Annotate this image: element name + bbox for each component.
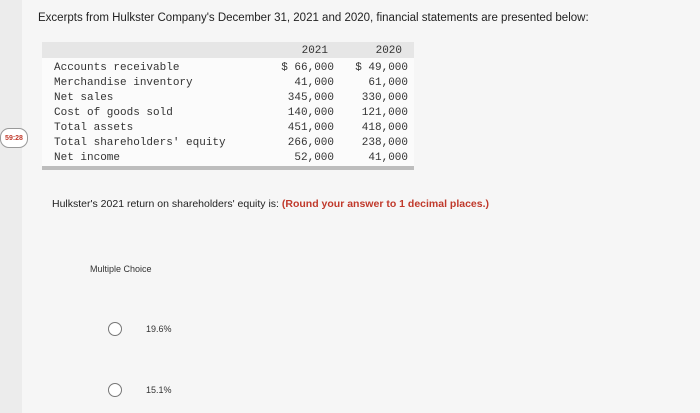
row-label: Net sales <box>54 92 114 104</box>
intro-text: Excerpts from Hulkster Company's Decembe… <box>38 12 589 24</box>
question-prompt: Hulkster's 2021 return on shareholders' … <box>52 198 279 210</box>
row-label: Total shareholders' equity <box>54 137 226 149</box>
financial-table: 2021 2020 Accounts receivable $ 66,000 $… <box>42 42 414 170</box>
row-label: Total assets <box>54 122 134 134</box>
table-row: Total shareholders' equity 266,000 238,0… <box>42 137 414 152</box>
timer-badge: 59:28 <box>0 128 28 148</box>
option-label: 19.6% <box>146 324 172 334</box>
row-label: Net income <box>54 152 121 164</box>
table-row: Net sales 345,000 330,000 <box>42 92 414 107</box>
value-2020: $ 49,000 <box>355 62 408 74</box>
year-header-2021: 2021 <box>301 45 328 57</box>
multiple-choice-label: Multiple Choice <box>90 264 152 274</box>
value-2021: 52,000 <box>294 152 334 164</box>
year-header-2020: 2020 <box>375 45 402 57</box>
row-label: Accounts receivable <box>54 62 180 74</box>
table-row: Cost of goods sold 140,000 121,000 <box>42 107 414 122</box>
value-2021: 266,000 <box>287 137 334 149</box>
value-2020: 418,000 <box>361 122 408 134</box>
table-row: Net income 52,000 41,000 <box>42 152 414 167</box>
value-2020: 61,000 <box>368 77 408 89</box>
value-2021: $ 66,000 <box>281 62 334 74</box>
row-label: Merchandise inventory <box>54 77 193 89</box>
value-2020: 121,000 <box>361 107 408 119</box>
value-2021: 345,000 <box>287 92 334 104</box>
value-2021: 451,000 <box>287 122 334 134</box>
question-instruction: (Round your answer to 1 decimal places.) <box>281 198 490 210</box>
radio-button[interactable] <box>108 322 122 336</box>
option-2[interactable]: 15.1% <box>108 383 172 397</box>
value-2020: 41,000 <box>368 152 408 164</box>
question-text: Hulkster's 2021 return on shareholders' … <box>52 198 489 210</box>
table-row: Merchandise inventory 41,000 61,000 <box>42 77 414 92</box>
table-row: Accounts receivable $ 66,000 $ 49,000 <box>42 62 414 77</box>
option-1[interactable]: 19.6% <box>108 322 172 336</box>
radio-button[interactable] <box>108 383 122 397</box>
table-header-band <box>42 42 414 58</box>
value-2021: 41,000 <box>294 77 334 89</box>
value-2021: 140,000 <box>287 107 334 119</box>
option-label: 15.1% <box>146 385 172 395</box>
value-2020: 238,000 <box>361 137 408 149</box>
value-2020: 330,000 <box>361 92 408 104</box>
table-row: Total assets 451,000 418,000 <box>42 122 414 137</box>
table-bottom-rule <box>42 166 414 170</box>
row-label: Cost of goods sold <box>54 107 173 119</box>
